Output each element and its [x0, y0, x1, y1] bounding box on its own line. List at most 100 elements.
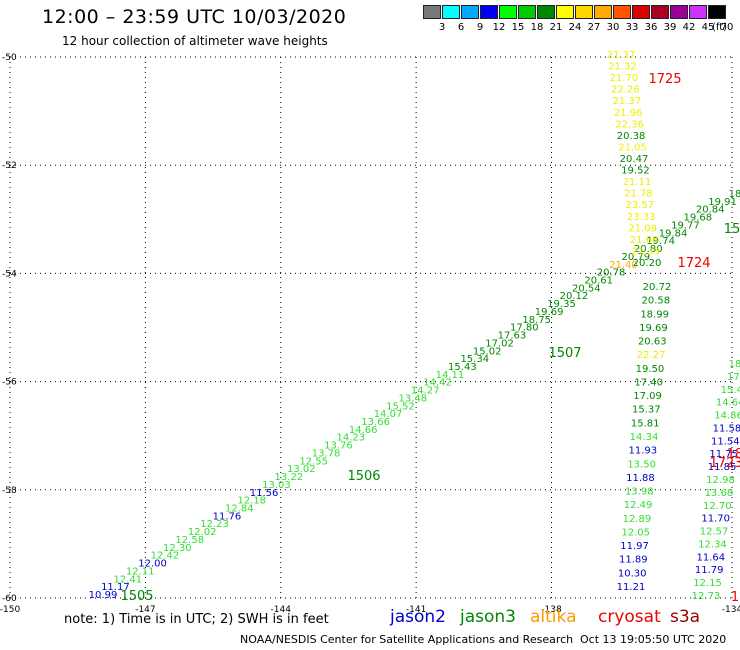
swh-value: 12.98: [706, 475, 735, 486]
lat-tick-label: -54: [2, 269, 17, 279]
page-title: 12:00 – 23:59 UTC 10/03/2020: [42, 6, 347, 28]
swh-value: 17.09: [633, 391, 662, 402]
time-label: 1725: [648, 72, 681, 87]
swh-value: 21.37: [607, 50, 636, 61]
swh-value: 12.73: [692, 591, 721, 602]
swh-value: 13.03: [262, 480, 291, 491]
legend-swatch: [689, 5, 707, 19]
swh-value: 17.80: [510, 323, 539, 334]
legend-swatch: [594, 5, 612, 19]
legend-swatch: [518, 5, 536, 19]
legend-swatch: [442, 5, 460, 19]
swh-value: 15.37: [632, 405, 661, 416]
lon-tick-label: -138: [541, 605, 562, 615]
legend-swatch: [670, 5, 688, 19]
swh-value: 17.40: [634, 377, 663, 388]
swh-value: 12.00: [138, 559, 167, 570]
legend-swatch: [613, 5, 631, 19]
swh-value: 11.75: [709, 449, 738, 460]
swh-value: 21.37: [612, 96, 641, 107]
swh-value: 11.21: [617, 582, 646, 593]
legend-label: 24: [568, 22, 582, 33]
legend-label: 3: [438, 22, 446, 33]
lon-tick-label: -147: [135, 605, 155, 615]
units-note: note: 1) Time is in UTC; 2) SWH is in fe…: [64, 612, 329, 627]
swh-value: 20.12: [560, 291, 589, 302]
lon-tick-label: -141: [406, 605, 426, 615]
swh-value: 19.91: [708, 197, 737, 208]
swh-value: 13.76: [324, 441, 353, 452]
altimeter-tracks: 10.9911.1712.4112.1112.0012.4212.3012.58…: [89, 50, 740, 605]
swh-value: 13.68: [705, 488, 734, 499]
lat-tick-label: -58: [2, 486, 17, 496]
legend-swatch: [423, 5, 441, 19]
swh-value: 20.54: [572, 283, 601, 294]
swh-value: 11.76: [213, 511, 242, 522]
legend-label: 9: [476, 22, 484, 33]
swh-value: 11.58: [713, 423, 740, 434]
swh-value: 20.47: [620, 154, 649, 165]
lat-tick-label: -60: [2, 594, 17, 604]
swh-value: 22.36: [615, 119, 644, 130]
swh-value: 19.69: [535, 307, 564, 318]
swh-value: 14.66: [349, 425, 378, 436]
lon-tick-label: -150: [0, 605, 20, 615]
swh-value: 18.75: [522, 315, 551, 326]
swh-value: 11.56: [250, 488, 279, 499]
swh-value: 12.05: [621, 527, 650, 538]
legend-swatch: [632, 5, 650, 19]
swh-value: 21.33: [631, 246, 660, 257]
swh-value: 12.49: [624, 500, 653, 511]
legend-label: 45: [701, 22, 715, 33]
swh-value: 12.41: [113, 574, 142, 585]
time-label: 1724: [677, 256, 710, 271]
credit-text: NOAA/NESDIS Center for Satellite Applica…: [240, 633, 574, 646]
swh-value: 12.18: [237, 496, 266, 507]
swh-value: 19.52: [621, 166, 650, 177]
swh-value: 12.23: [200, 519, 229, 530]
time-label: 1: [731, 590, 739, 605]
swh-value: 11.54: [711, 436, 740, 447]
legend-label: 42: [682, 22, 696, 33]
swh-value: 12.58: [175, 535, 204, 546]
legend-label: 21: [549, 22, 563, 33]
swh-value: 15.52: [386, 401, 415, 412]
legend-swatch: [708, 5, 726, 19]
legend-swatch: [537, 5, 555, 19]
swh-value: 19.50: [636, 364, 665, 375]
swh-value: 12.84: [225, 504, 254, 515]
swh-value: 20.58: [641, 296, 670, 307]
legend-label: 33: [625, 22, 639, 33]
legend-swatch: [480, 5, 498, 19]
swh-value: 11.64: [697, 552, 726, 563]
swh-value: 13.22: [275, 472, 304, 483]
swh-value: 20.38: [617, 131, 646, 142]
time-label: 15: [724, 222, 740, 237]
swh-value: 18.99: [640, 309, 669, 320]
swh-value: 11.93: [628, 446, 657, 457]
swh-value: 13.98: [625, 487, 654, 498]
legend-label: 36: [644, 22, 658, 33]
swh-value: 22.27: [637, 350, 666, 361]
swh-value: 13.66: [361, 417, 390, 428]
swh-value: 20.72: [643, 282, 672, 293]
swh-value: 21.96: [614, 108, 643, 119]
swh-value: 14.11: [436, 370, 465, 381]
swh-value: 19.35: [547, 299, 576, 310]
swh-value: 12.89: [623, 514, 652, 525]
swh-value: 14.64: [716, 398, 740, 409]
legend-swatch: [575, 5, 593, 19]
page-subtitle: 12 hour collection of altimeter wave hei…: [62, 34, 328, 48]
legend-label: 15: [511, 22, 525, 33]
swh-value: 15.34: [460, 354, 489, 365]
legend-label: 39: [663, 22, 677, 33]
swh-value: 23.57: [625, 200, 654, 211]
swh-value: 12.57: [700, 527, 729, 538]
swh-value: 14.86: [714, 411, 740, 422]
time-label: 1507: [548, 346, 581, 361]
swh-value: 10.30: [618, 568, 647, 579]
swh-value: 22.26: [611, 85, 640, 96]
swh-value: 10.99: [89, 590, 118, 601]
swh-value: 20.79: [622, 252, 651, 263]
